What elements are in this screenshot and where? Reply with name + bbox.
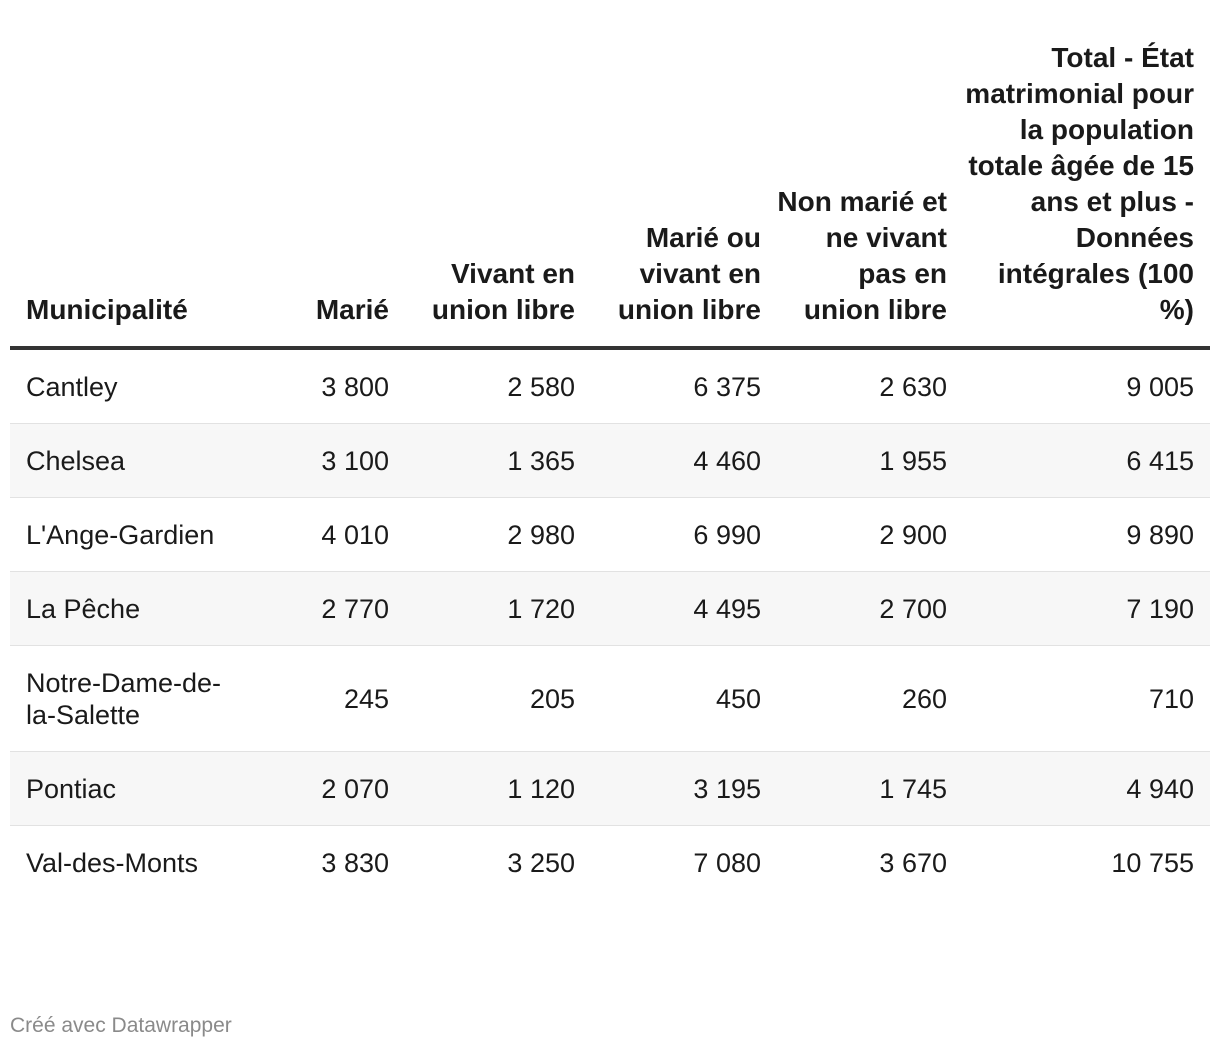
cell-total: 10 755: [1111, 847, 1194, 878]
cell-non-marie: 2 900: [777, 497, 963, 572]
column-header-marie[interactable]: Marié: [245, 40, 405, 350]
column-header-municipalite[interactable]: Municipalité: [10, 40, 245, 350]
cell-union-libre: 1 720: [405, 571, 591, 646]
cell-total: 9 005: [963, 348, 1210, 424]
datawrapper-credit[interactable]: Créé avec Datawrapper: [10, 1014, 232, 1037]
column-header-union-libre[interactable]: Vivant en union libre: [405, 40, 591, 350]
cell-marie: 3 100: [245, 423, 405, 498]
cell-union-libre: 1 120: [405, 751, 591, 826]
cell-non-marie: 3 670: [879, 847, 947, 878]
cell-union-libre: 205: [405, 645, 591, 752]
cell-municipalite: La Pêche: [10, 571, 245, 646]
cell-non-marie: 2 630: [777, 348, 963, 424]
cell-municipalite: Chelsea: [10, 423, 245, 498]
column-header-marie-ou-union[interactable]: Marié ou vivant en union libre: [591, 40, 777, 350]
data-table: Municipalité Marié Vivant en union libre…: [10, 40, 1210, 899]
header-row: Municipalité Marié Vivant en union libre…: [10, 40, 1210, 350]
table-row: Val-des-Monts 3 830 3 250 7 080 3 670 10…: [10, 826, 1210, 900]
table-row: Chelsea 3 100 1 365 4 460 1 955 6 415: [10, 423, 1210, 498]
cell-municipalite: Cantley: [10, 348, 245, 424]
table-row: La Pêche 2 770 1 720 4 495 2 700 7 190: [10, 571, 1210, 646]
cell-marie-ou-union: 450: [591, 645, 777, 752]
cell-marie: 3 800: [245, 348, 405, 424]
cell-marie-ou-union: 7 080: [693, 847, 761, 878]
cell-marie-ou-union: 4 460: [591, 423, 777, 498]
table-body: Cantley 3 800 2 580 6 375 2 630 9 005 Ch…: [10, 348, 1210, 899]
column-header-non-marie[interactable]: Non marié et ne vivant pas en union libr…: [777, 40, 963, 350]
table-header: Municipalité Marié Vivant en union libre…: [10, 40, 1210, 350]
cell-union-libre: 3 250: [507, 847, 575, 878]
cell-non-marie: 1 955: [777, 423, 963, 498]
cell-non-marie: 1 745: [777, 751, 963, 826]
cell-union-libre: 2 980: [405, 497, 591, 572]
table-row: Cantley 3 800 2 580 6 375 2 630 9 005: [10, 348, 1210, 424]
cell-municipalite: Val-des-Monts: [26, 847, 199, 878]
cell-marie-ou-union: 6 990: [591, 497, 777, 572]
cell-total: 9 890: [963, 497, 1210, 572]
cell-municipalite: Pontiac: [10, 751, 245, 826]
table-row: L'Ange-Gardien 4 010 2 980 6 990 2 900 9…: [10, 497, 1210, 572]
cell-non-marie: 260: [777, 645, 963, 752]
cell-union-libre: 1 365: [405, 423, 591, 498]
cell-total: 710: [963, 645, 1210, 752]
cell-marie: 245: [245, 645, 405, 752]
cell-total: 4 940: [963, 751, 1210, 826]
cell-non-marie: 2 700: [777, 571, 963, 646]
cell-marie: 2 770: [245, 571, 405, 646]
cell-municipalite: L'Ange-Gardien: [10, 497, 245, 572]
data-table-container: Municipalité Marié Vivant en union libre…: [10, 40, 1210, 899]
cell-marie: 2 070: [245, 751, 405, 826]
cell-marie-ou-union: 6 375: [591, 348, 777, 424]
table-row: Notre-Dame-de-la-Salette 245 205 450 260…: [10, 645, 1210, 752]
cell-union-libre: 2 580: [405, 348, 591, 424]
cell-total: 7 190: [963, 571, 1210, 646]
table-row: Pontiac 2 070 1 120 3 195 1 745 4 940: [10, 751, 1210, 826]
cell-marie: 3 830: [321, 847, 389, 878]
cell-municipalite: Notre-Dame-de-la-Salette: [10, 645, 245, 752]
cell-marie: 4 010: [245, 497, 405, 572]
cell-total: 6 415: [963, 423, 1210, 498]
cell-marie-ou-union: 3 195: [591, 751, 777, 826]
cell-marie-ou-union: 4 495: [591, 571, 777, 646]
column-header-total[interactable]: Total - État matrimonial pour la populat…: [963, 40, 1210, 350]
